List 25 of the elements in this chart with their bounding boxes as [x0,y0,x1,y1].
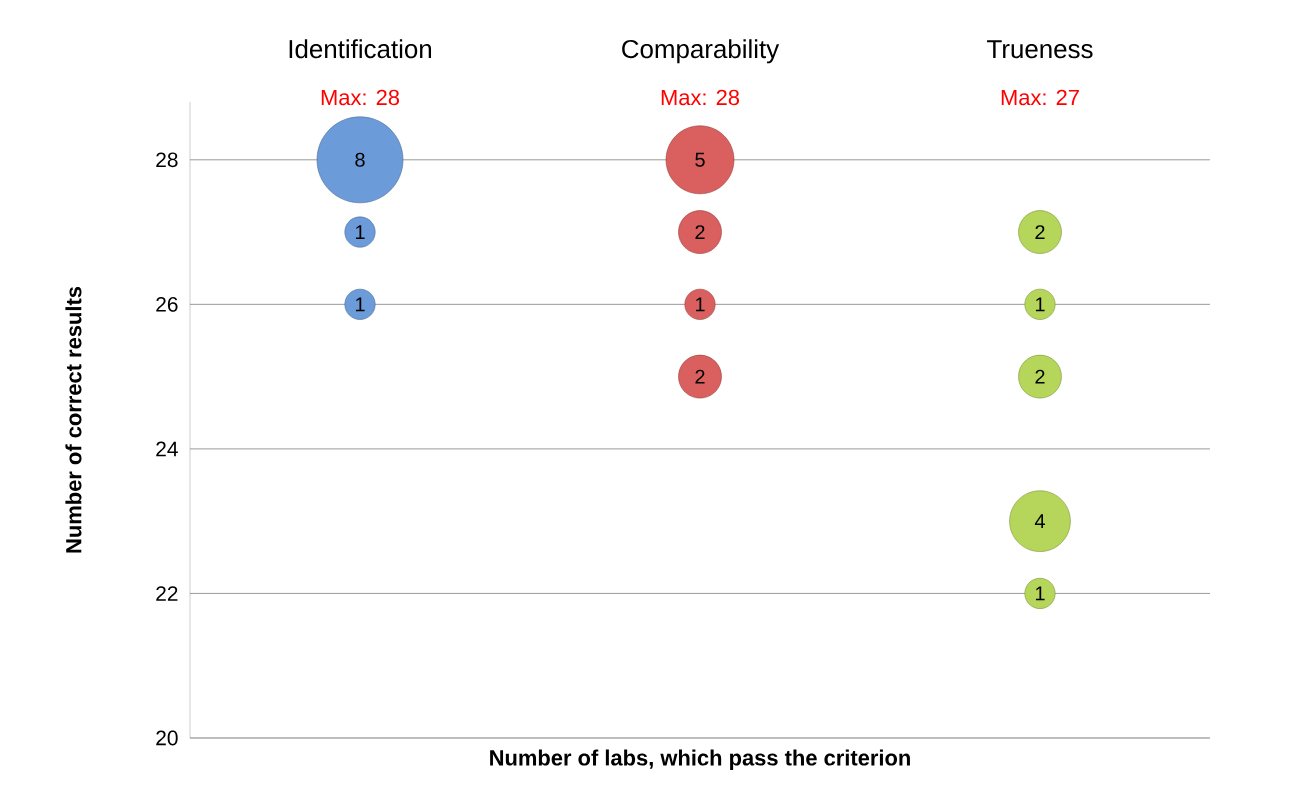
data-label: 2 [1035,369,1045,384]
y-tick-label: 26 [156,296,178,312]
y-tick-label: 22 [156,586,178,601]
data-label: 1 [1035,586,1045,601]
x-tick-label: Trueness [987,40,1093,59]
y-tick-label: 20 [156,730,178,746]
y-tick-label: 28 [156,152,178,168]
x-tick-label: Comparability [622,39,780,64]
data-label: 1 [1035,297,1045,312]
annotation: Max: 27 [1001,89,1079,106]
y-tick-label: 24 [156,441,178,457]
data-label: 1 [695,297,705,312]
data-label: 4 [1034,514,1045,529]
x-axis-title: Number of labs, which pass the criterion [490,749,910,770]
annotation: Max: 28 [321,89,400,106]
data-label: 1 [355,297,365,312]
x-tick-label: Identification [289,39,432,59]
data-label: 2 [695,225,705,240]
data-label: 1 [355,225,365,239]
data-label: 5 [695,152,705,167]
data-label: 2 [695,369,705,384]
data-label: 2 [1035,225,1045,240]
data-label: 8 [355,152,365,167]
y-axis-title: Number of correct results [65,286,82,553]
annotation: Max: 28 [661,89,740,106]
